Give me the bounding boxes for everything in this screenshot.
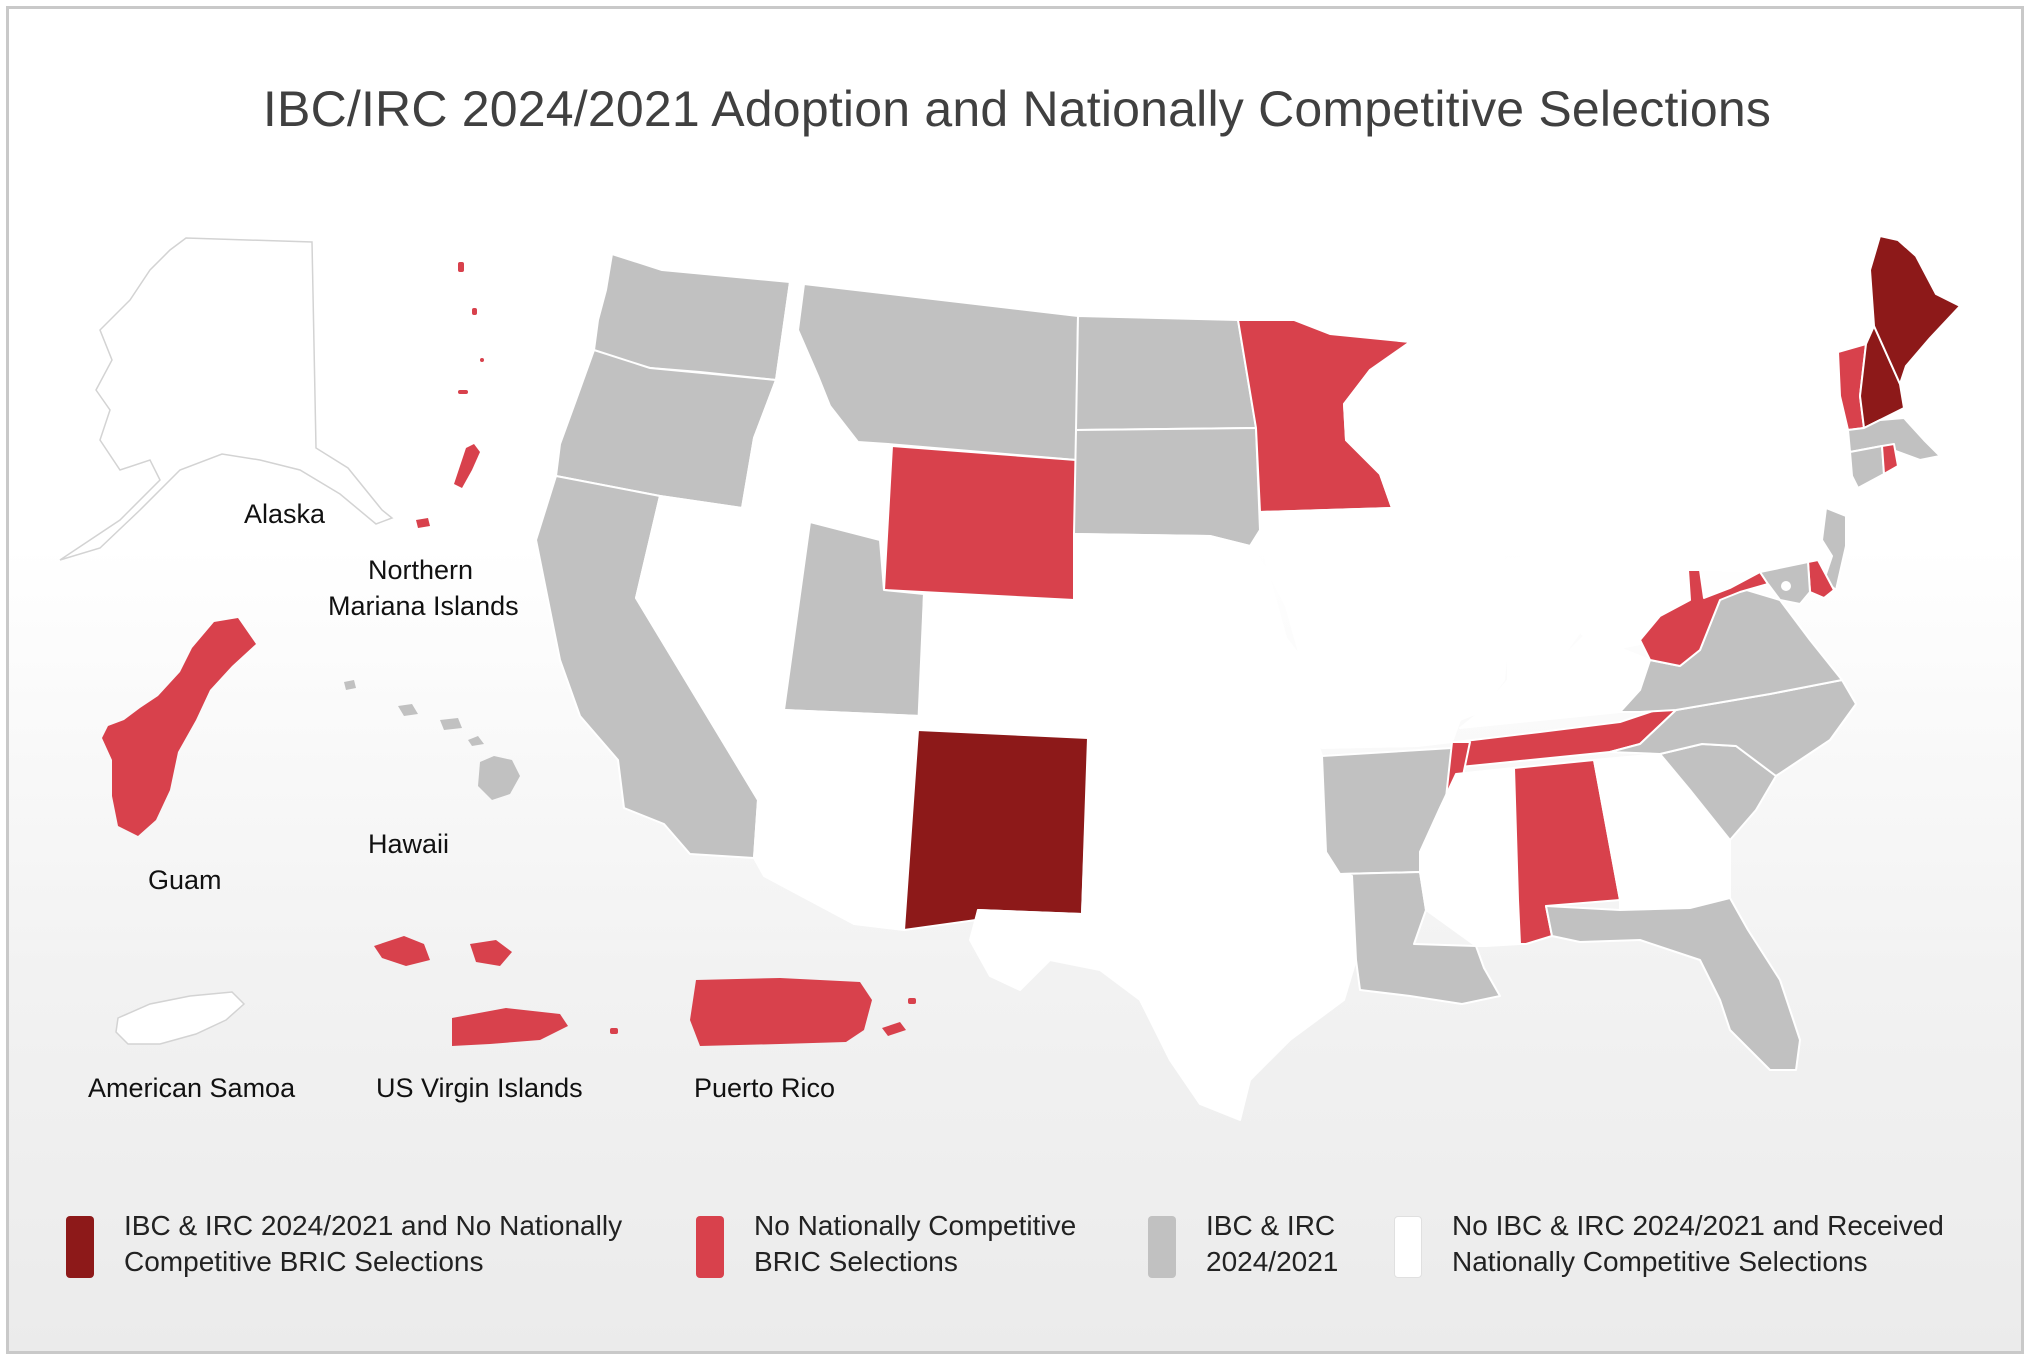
territory-northern-mariana-islands [416,262,484,528]
state-florida [1545,897,1801,1071]
state-north-dakota [1075,315,1257,431]
legend-label: No IBC & IRC 2024/2021 and Received Nati… [1452,1210,1944,1277]
legend-label: No Nationally Competitive BRIC Selection… [754,1210,1077,1277]
legend-swatch [1148,1216,1176,1278]
territory-puerto-rico [690,978,916,1046]
state-rhode-island [1881,443,1899,475]
state-michigan [1507,419,1601,557]
label-northern-mariana-1: Northern [368,555,474,585]
legend-swatch [1394,1216,1422,1278]
state-iowa [1259,507,1415,607]
state-illinois [1397,519,1509,721]
state-alaska [59,237,394,561]
legend-swatch [696,1216,724,1278]
label-american-samoa: American Samoa [88,1073,296,1103]
state-kansas [1115,635,1319,745]
legend-swatch [66,1216,94,1278]
state-michigan-upper [1449,359,1591,399]
label-northern-mariana-2: Mariana Islands [328,591,519,621]
legend-label: IBC & IRC 2024/2021 [1206,1210,1339,1277]
territory-american-samoa [115,991,246,1045]
state-pennsylvania [1675,495,1833,573]
state-colorado [917,593,1119,741]
state-hawaii [344,680,520,800]
state-new-mexico [903,729,1089,931]
map-title: IBC/IRC 2024/2021 Adoption and Nationall… [262,81,1772,137]
state-south-dakota [1073,427,1261,547]
state-wyoming [883,445,1077,601]
state-texas [969,755,1357,1121]
label-us-virgin-islands: US Virgin Islands [376,1073,583,1103]
state-arizona [753,709,921,931]
territory-guam [102,618,256,836]
label-guam: Guam [148,865,222,895]
label-alaska: Alaska [244,499,326,529]
territory-us-virgin-islands [374,936,618,1046]
label-puerto-rico: Puerto Rico [694,1073,836,1103]
label-hawaii: Hawaii [368,829,450,859]
state-connecticut [1849,445,1885,489]
state-maine [1869,235,1961,385]
legend-label: IBC & IRC 2024/2021 and No Nationally Co… [124,1210,623,1277]
state-west-virginia [1639,569,1769,667]
